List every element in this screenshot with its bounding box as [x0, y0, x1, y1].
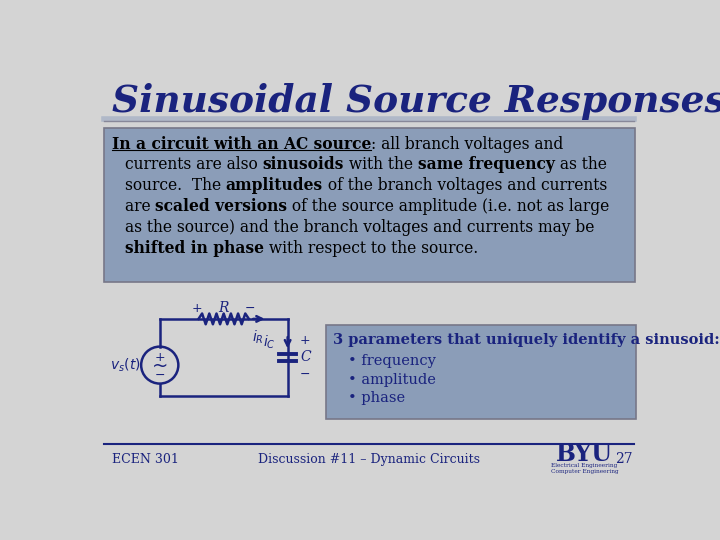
Text: Electrical Engineering
Computer Engineering: Electrical Engineering Computer Engineer…: [551, 463, 618, 474]
Text: as the source) and the branch voltages and currents may be: as the source) and the branch voltages a…: [125, 219, 594, 236]
Text: −: −: [300, 368, 310, 381]
Text: BYU: BYU: [556, 442, 613, 465]
Text: amplitudes: amplitudes: [226, 177, 323, 194]
Text: C: C: [300, 350, 310, 365]
Text: −: −: [246, 302, 256, 315]
Text: In a circuit with an AC source: In a circuit with an AC source: [112, 136, 371, 153]
Text: shifted in phase: shifted in phase: [125, 240, 264, 256]
FancyBboxPatch shape: [326, 325, 636, 419]
Text: Discussion #11 – Dynamic Circuits: Discussion #11 – Dynamic Circuits: [258, 453, 480, 465]
Text: +: +: [154, 351, 165, 364]
Text: are: are: [125, 198, 156, 215]
Text: Sinusoidal Source Responses: Sinusoidal Source Responses: [112, 83, 720, 120]
Text: $i_R$: $i_R$: [252, 329, 264, 346]
Text: with the: with the: [344, 157, 418, 173]
Text: • amplitude: • amplitude: [348, 373, 436, 387]
Text: 27: 27: [615, 452, 632, 466]
Text: same frequency: same frequency: [418, 157, 554, 173]
Text: as the: as the: [554, 157, 606, 173]
Text: of the branch voltages and currents: of the branch voltages and currents: [323, 177, 607, 194]
Text: currents are also: currents are also: [125, 157, 263, 173]
Text: source.  The: source. The: [125, 177, 226, 194]
Text: +: +: [300, 334, 310, 347]
Text: • frequency: • frequency: [348, 354, 436, 368]
Text: sinusoids: sinusoids: [263, 157, 344, 173]
Text: 3 parameters that uniquely identify a sinusoid:: 3 parameters that uniquely identify a si…: [333, 333, 719, 347]
Text: +: +: [192, 302, 202, 315]
Text: scaled versions: scaled versions: [156, 198, 287, 215]
Text: of the source amplitude (i.e. not as large: of the source amplitude (i.e. not as lar…: [287, 198, 610, 215]
Text: • phase: • phase: [348, 392, 405, 406]
Text: ECEN 301: ECEN 301: [112, 453, 179, 465]
Text: ~: ~: [152, 356, 168, 375]
Text: : all branch voltages and: : all branch voltages and: [371, 136, 563, 153]
FancyBboxPatch shape: [104, 128, 635, 282]
Text: $v_s(t)$: $v_s(t)$: [109, 356, 140, 374]
Text: R: R: [218, 301, 228, 315]
Text: with respect to the source.: with respect to the source.: [264, 240, 478, 256]
Text: $i_C$: $i_C$: [263, 333, 275, 350]
Text: −: −: [155, 369, 165, 382]
